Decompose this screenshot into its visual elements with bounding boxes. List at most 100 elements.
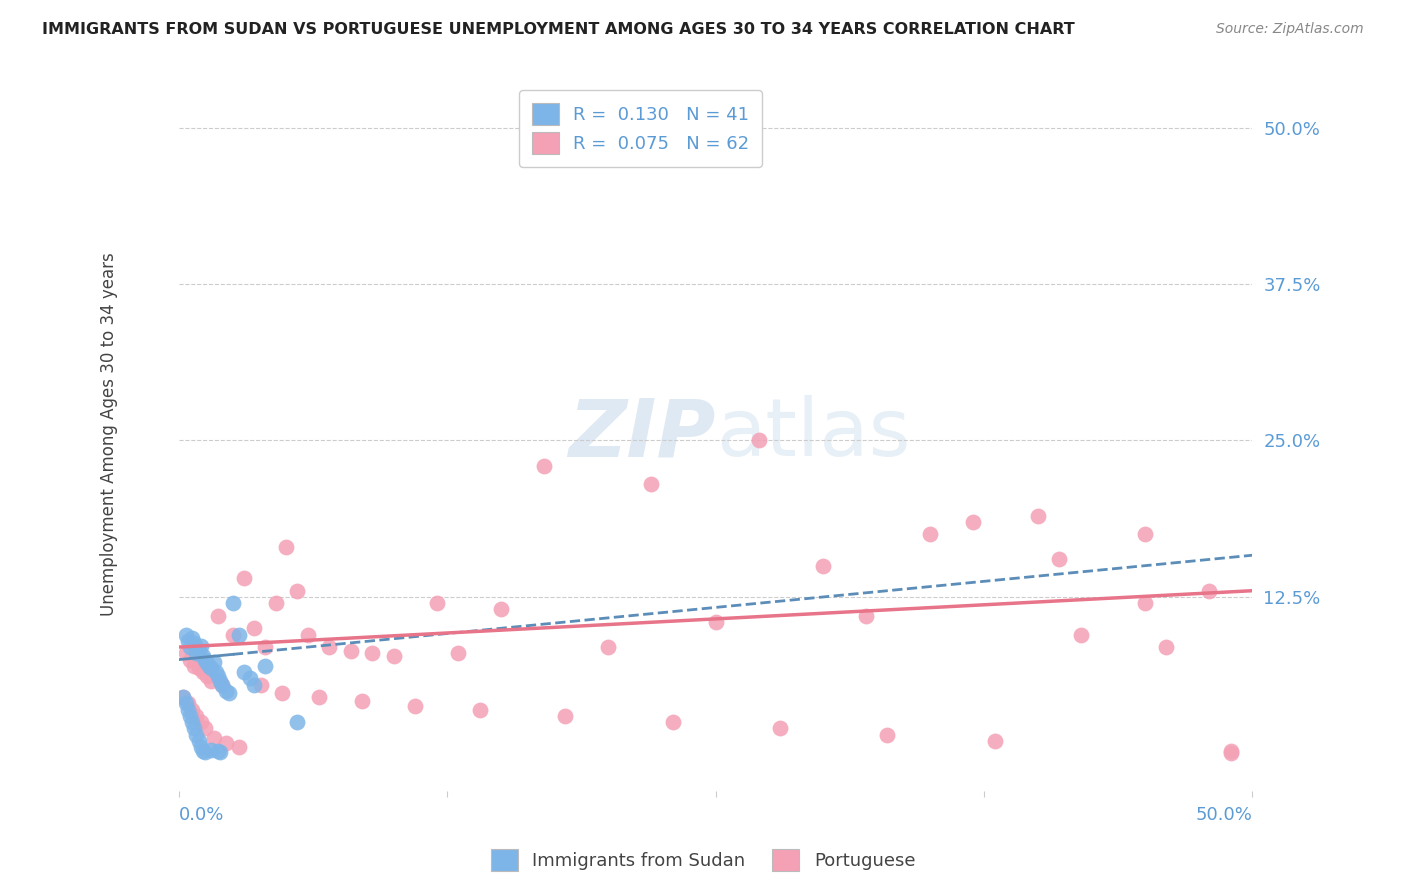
Point bbox=[426, 596, 449, 610]
Point bbox=[243, 677, 266, 691]
Point bbox=[177, 697, 200, 711]
Point bbox=[1219, 747, 1241, 761]
Legend: Immigrants from Sudan, Portuguese: Immigrants from Sudan, Portuguese bbox=[484, 842, 922, 879]
Point bbox=[183, 636, 205, 650]
Point bbox=[232, 571, 254, 585]
Point bbox=[190, 715, 212, 730]
Point bbox=[350, 694, 373, 708]
Point bbox=[202, 655, 225, 669]
Point bbox=[855, 608, 877, 623]
Point bbox=[489, 602, 512, 616]
Text: 0.0%: 0.0% bbox=[179, 806, 225, 824]
Point bbox=[228, 740, 250, 755]
Point bbox=[811, 558, 834, 573]
Point bbox=[447, 646, 470, 660]
Text: IMMIGRANTS FROM SUDAN VS PORTUGUESE UNEMPLOYMENT AMONG AGES 30 TO 34 YEARS CORRE: IMMIGRANTS FROM SUDAN VS PORTUGUESE UNEM… bbox=[42, 22, 1076, 37]
Point bbox=[211, 677, 233, 691]
Point bbox=[179, 709, 201, 723]
Text: atlas: atlas bbox=[716, 395, 910, 474]
Point bbox=[202, 731, 225, 746]
Point bbox=[640, 477, 662, 491]
Point bbox=[232, 665, 254, 679]
Text: Unemployment Among Ages 30 to 34 years: Unemployment Among Ages 30 to 34 years bbox=[100, 252, 118, 616]
Point bbox=[200, 661, 222, 675]
Point bbox=[276, 540, 298, 554]
Point bbox=[404, 698, 426, 713]
Point bbox=[297, 627, 319, 641]
Point bbox=[207, 608, 229, 623]
Point bbox=[1133, 596, 1156, 610]
Point bbox=[208, 745, 231, 759]
Point bbox=[207, 669, 229, 683]
Point bbox=[1070, 627, 1092, 641]
Point bbox=[194, 722, 217, 736]
Point bbox=[239, 671, 262, 685]
Point bbox=[264, 596, 287, 610]
Point bbox=[181, 715, 204, 730]
Point bbox=[748, 434, 770, 448]
Point bbox=[194, 652, 217, 666]
Point bbox=[174, 627, 197, 641]
Point bbox=[207, 744, 229, 758]
Text: 50.0%: 50.0% bbox=[1195, 806, 1253, 824]
Point bbox=[340, 644, 363, 658]
Point bbox=[1047, 552, 1070, 566]
Point bbox=[198, 658, 221, 673]
Text: ZIP: ZIP bbox=[568, 395, 716, 474]
Point bbox=[194, 745, 217, 759]
Point bbox=[662, 715, 685, 730]
Point bbox=[183, 658, 205, 673]
Point bbox=[253, 640, 276, 654]
Point bbox=[1219, 744, 1241, 758]
Point bbox=[181, 632, 204, 646]
Point bbox=[361, 646, 384, 660]
Point bbox=[190, 740, 212, 755]
Point bbox=[195, 657, 218, 671]
Point bbox=[598, 640, 620, 654]
Point bbox=[177, 633, 200, 648]
Point bbox=[382, 648, 405, 663]
Point bbox=[769, 722, 792, 736]
Point bbox=[186, 728, 208, 742]
Point bbox=[243, 621, 266, 635]
Point bbox=[191, 744, 214, 758]
Point bbox=[1133, 527, 1156, 541]
Point bbox=[204, 665, 226, 679]
Point bbox=[200, 742, 222, 756]
Point bbox=[172, 690, 194, 705]
Point bbox=[222, 627, 245, 641]
Point bbox=[174, 697, 197, 711]
Point bbox=[215, 684, 238, 698]
Point bbox=[228, 627, 250, 641]
Point bbox=[468, 703, 491, 717]
Point bbox=[308, 690, 330, 705]
Point bbox=[177, 703, 200, 717]
Point bbox=[554, 709, 576, 723]
Point bbox=[222, 596, 245, 610]
Point bbox=[187, 642, 209, 657]
Point bbox=[215, 736, 238, 750]
Point bbox=[1198, 583, 1220, 598]
Point bbox=[179, 652, 201, 666]
Point bbox=[1156, 640, 1178, 654]
Point bbox=[186, 646, 208, 660]
Point bbox=[179, 640, 201, 654]
Point bbox=[218, 686, 240, 700]
Point bbox=[191, 648, 214, 663]
Point bbox=[200, 673, 222, 688]
Point bbox=[187, 734, 209, 748]
Point bbox=[186, 709, 208, 723]
Point bbox=[181, 703, 204, 717]
Point bbox=[983, 734, 1005, 748]
Point bbox=[533, 458, 555, 473]
Point bbox=[920, 527, 942, 541]
Point bbox=[1026, 508, 1049, 523]
Point bbox=[876, 728, 898, 742]
Point bbox=[271, 686, 294, 700]
Point bbox=[285, 715, 308, 730]
Point bbox=[208, 673, 231, 688]
Point bbox=[183, 722, 205, 736]
Point bbox=[962, 515, 984, 529]
Point bbox=[249, 677, 271, 691]
Point bbox=[191, 665, 214, 679]
